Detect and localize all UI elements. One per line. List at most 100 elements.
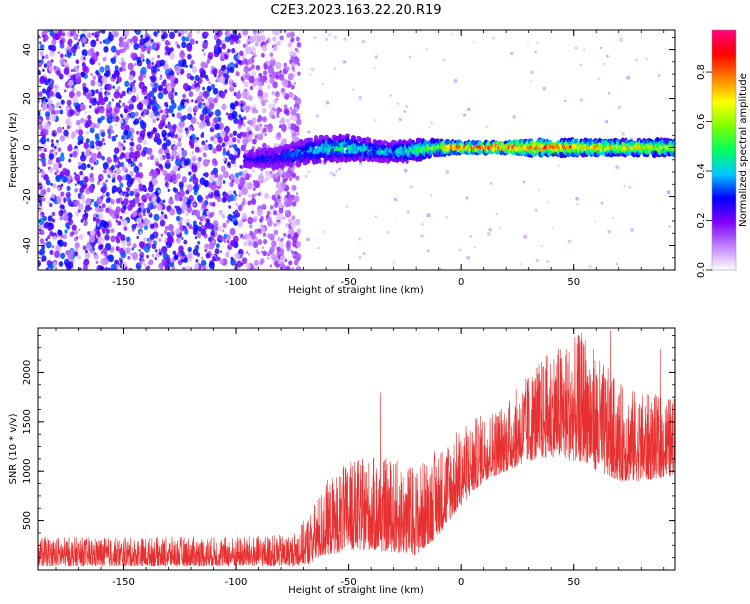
heatmap-cell <box>117 187 122 193</box>
heatmap-cell <box>248 253 250 256</box>
heatmap-cell <box>136 172 140 178</box>
heatmap-cell <box>155 233 158 236</box>
heatmap-cell <box>258 193 261 196</box>
heatmap-cell <box>291 109 297 116</box>
heatmap-cell <box>274 223 277 227</box>
heatmap-cell <box>96 221 98 224</box>
heatmap-cell <box>114 31 119 37</box>
heatmap-cell <box>67 180 71 185</box>
heatmap-cell <box>230 240 235 247</box>
heatmap-cell <box>186 213 188 216</box>
heatmap-cell <box>149 259 154 265</box>
heatmap-cell <box>248 76 254 84</box>
heatmap-cell <box>105 38 110 45</box>
heatmap-cell <box>149 112 155 119</box>
heatmap-cell <box>235 210 238 214</box>
heatmap-cell <box>62 33 65 37</box>
heatmap-cell <box>92 33 94 36</box>
heatmap-cell <box>53 236 57 241</box>
heatmap-cell <box>281 124 287 131</box>
heatmap-cell <box>123 247 126 251</box>
heatmap-cell <box>57 30 62 36</box>
heatmap-cell <box>179 149 181 152</box>
heatmap-cell <box>191 99 193 102</box>
heatmap-cell <box>209 202 212 206</box>
heatmap-cell <box>233 131 237 136</box>
heatmap-cell <box>463 114 466 117</box>
heatmap-cell <box>105 70 110 77</box>
heatmap-cell <box>78 129 83 136</box>
heatmap-cell <box>158 238 161 242</box>
heatmap-cell <box>209 191 211 194</box>
heatmap-cell <box>239 165 241 168</box>
heatmap-cell <box>242 28 248 36</box>
heatmap-cell <box>261 75 267 82</box>
heatmap-cell <box>205 115 210 121</box>
heatmap-cell <box>115 168 121 175</box>
heatmap-cell <box>79 139 83 144</box>
heatmap-cell <box>41 104 47 111</box>
heatmap-cell <box>152 178 158 185</box>
heatmap-cell <box>118 92 121 95</box>
heatmap-cell <box>78 229 80 232</box>
x-tick-label: -100 <box>225 277 248 288</box>
heatmap-cell <box>285 110 289 115</box>
heatmap-cell <box>358 238 361 241</box>
heatmap-cell <box>67 53 71 58</box>
heatmap-cell <box>96 214 99 217</box>
heatmap-cell <box>189 136 192 140</box>
heatmap-cell <box>254 260 259 267</box>
heatmap-cell <box>80 194 85 200</box>
heatmap-cell <box>205 101 210 107</box>
heatmap-cell <box>178 221 182 226</box>
heatmap-cell <box>70 250 74 255</box>
heatmap-cell <box>167 52 170 55</box>
heatmap-cell <box>66 186 70 191</box>
heatmap-cell <box>42 55 45 59</box>
heatmap-cell <box>51 139 54 143</box>
heatmap-cell <box>53 183 57 188</box>
heatmap-cell <box>227 49 230 53</box>
heatmap-cell <box>297 132 300 136</box>
heatmap-cell <box>202 99 204 102</box>
heatmap-cell <box>116 219 118 222</box>
heatmap-cell <box>147 131 151 137</box>
heatmap-cell <box>79 187 84 193</box>
heatmap-cell <box>251 210 254 214</box>
heatmap-cell <box>139 180 141 183</box>
heatmap-cell <box>392 261 395 264</box>
heatmap-cell <box>420 234 423 237</box>
heatmap-cell <box>197 195 202 202</box>
heatmap-cell <box>216 144 222 152</box>
heatmap-cell <box>96 199 99 203</box>
heatmap-cell <box>82 43 85 47</box>
heatmap-cell <box>262 116 267 122</box>
heatmap-cell <box>279 192 282 195</box>
heatmap-cell <box>289 178 291 181</box>
heatmap-cell <box>80 154 86 162</box>
heatmap-cell <box>295 48 298 52</box>
heatmap-cell <box>51 39 56 45</box>
heatmap-cell <box>234 253 240 260</box>
heatmap-cell <box>181 36 185 42</box>
heatmap-cell <box>292 253 295 256</box>
heatmap-cell <box>74 174 80 181</box>
heatmap-cell <box>71 131 76 138</box>
heatmap-cell <box>538 189 540 191</box>
heatmap-cell <box>48 264 52 269</box>
heatmap-cell <box>274 202 279 208</box>
heatmap-cell <box>242 91 248 99</box>
heatmap-cell <box>78 161 81 165</box>
heatmap-cell <box>306 238 310 242</box>
heatmap-cell <box>195 41 198 44</box>
heatmap-cell <box>161 81 165 86</box>
heatmap-cell <box>127 204 132 211</box>
heatmap-cell <box>89 157 94 163</box>
heatmap-cell <box>152 96 156 100</box>
heatmap-cell <box>40 229 45 235</box>
heatmap-cell <box>151 130 155 135</box>
heatmap-cell <box>95 108 100 114</box>
heatmap-cell <box>166 185 168 188</box>
heatmap-cell <box>59 39 63 44</box>
heatmap-cell <box>247 58 252 64</box>
